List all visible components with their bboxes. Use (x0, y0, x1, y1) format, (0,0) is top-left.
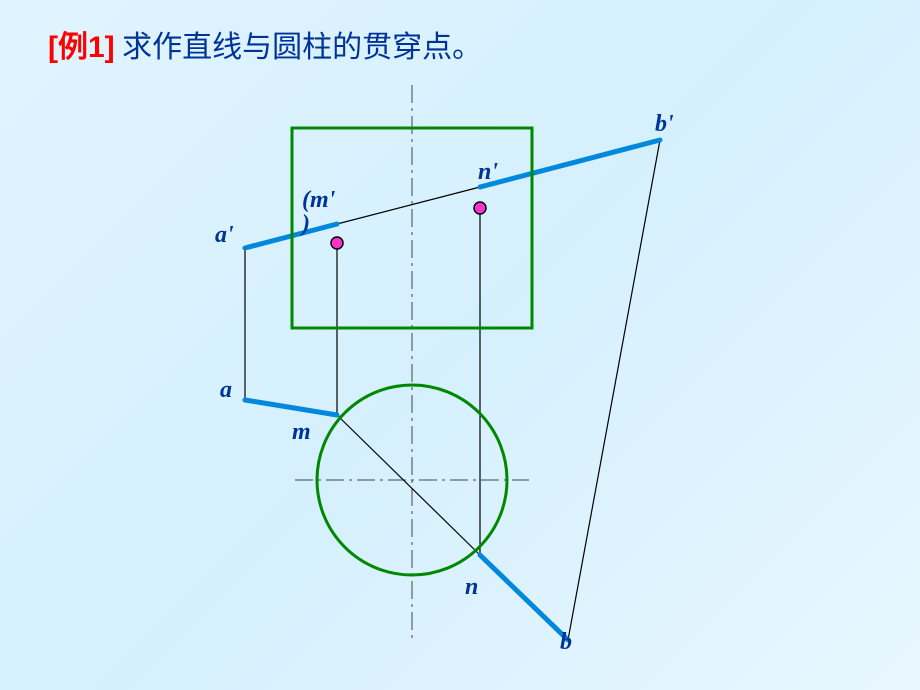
label-b-prime: b' (655, 112, 674, 136)
label-b: b (560, 630, 572, 654)
label-n: n (465, 575, 478, 599)
title-main: 求作直线与圆柱的贯穿点。 (115, 31, 483, 64)
label-a-prime: a' (215, 223, 234, 247)
title: [例1] 求作直线与圆柱的贯穿点。 (48, 22, 482, 66)
label-a: a (220, 378, 232, 402)
title-prefix: [例1] (48, 31, 115, 64)
label-m-prime: (m' ) (302, 188, 335, 236)
label-m: m (292, 420, 311, 444)
label-n-prime: n' (478, 160, 498, 184)
diagram-container: b' n' (m' ) a' a m n b (100, 80, 820, 680)
diagram-svg (100, 80, 820, 680)
